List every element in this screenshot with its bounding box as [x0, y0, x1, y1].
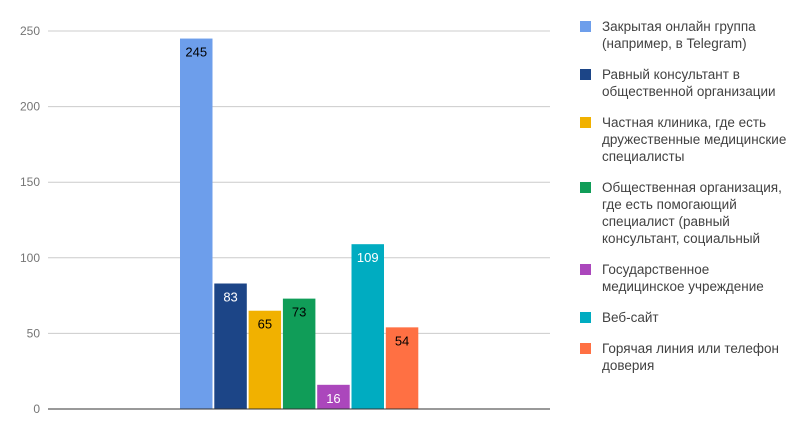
y-tick-label: 0	[33, 402, 40, 416]
bar	[248, 310, 282, 409]
bar-value-label: 83	[223, 290, 237, 305]
legend-item: Закрытая онлайн группа (например, в Tele…	[580, 18, 795, 52]
legend: Закрытая онлайн группа (например, в Tele…	[580, 18, 795, 388]
legend-item: Государственное медицинское учреждение	[580, 261, 795, 295]
legend-swatch	[580, 21, 591, 32]
bar-value-label: 54	[395, 333, 409, 348]
legend-item: Равный консультант в общественной органи…	[580, 66, 795, 100]
legend-item: Частная клиника, где есть дружественные …	[580, 114, 795, 165]
y-tick-label: 100	[20, 251, 40, 265]
legend-swatch	[580, 117, 591, 128]
legend-label: Закрытая онлайн группа (например, в Tele…	[602, 19, 756, 51]
bar	[214, 283, 247, 409]
legend-label: Государственное медицинское учреждение	[602, 262, 764, 294]
legend-label: Частная клиника, где есть дружественные …	[602, 115, 787, 164]
bar	[282, 298, 316, 409]
legend-item: Горячая линия или телефон доверия	[580, 340, 795, 374]
bar	[385, 327, 419, 409]
legend-swatch	[580, 69, 591, 80]
bar	[317, 384, 350, 409]
legend-item: Общественная организация, где есть помог…	[580, 179, 795, 247]
bar-value-label: 16	[326, 391, 340, 406]
y-axis-ticks: 0 50 100 150 200 250	[20, 24, 40, 416]
legend-label: Горячая линия или телефон доверия	[602, 341, 779, 373]
legend-label: Равный консультант в общественной органи…	[602, 67, 776, 99]
bar-value-label: 109	[357, 250, 379, 265]
legend-item: Веб-сайт	[580, 309, 795, 326]
legend-label: Веб-сайт	[602, 310, 659, 325]
legend-label: Общественная организация, где есть помог…	[602, 180, 782, 246]
bar	[351, 244, 384, 409]
legend-swatch	[580, 343, 591, 354]
bar-chart: 0 50 100 150 200 250 245 83 65 73 16 109 54	[20, 24, 550, 416]
y-tick-label: 250	[20, 24, 40, 38]
bar-value-labels: 245 83 65 73 16 109 54	[185, 45, 409, 406]
gridlines	[48, 30, 550, 334]
y-tick-label: 50	[27, 326, 41, 340]
bars	[180, 38, 419, 410]
bar-value-label: 73	[292, 305, 306, 320]
legend-swatch	[580, 264, 591, 275]
legend-swatch	[580, 312, 591, 323]
legend-swatch	[580, 182, 591, 193]
y-tick-label: 150	[20, 175, 40, 189]
bar-value-label: 65	[258, 317, 272, 332]
bar-value-label: 245	[185, 45, 207, 60]
bar	[180, 38, 213, 410]
y-tick-label: 200	[20, 100, 40, 114]
